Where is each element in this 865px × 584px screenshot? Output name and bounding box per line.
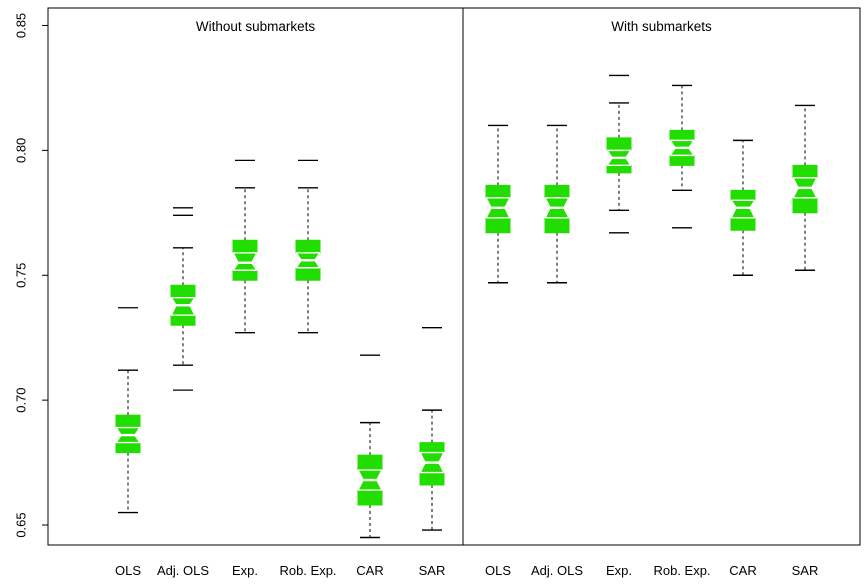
box: Adj. OLS — [531, 124, 583, 578]
x-tick-label: OLS — [485, 563, 511, 578]
box: Adj. OLS — [157, 207, 209, 578]
panel: With submarkets OLS Adj. OLS Exp. Rob. Exp. C… — [485, 19, 818, 578]
panel-title: Without submarkets — [196, 19, 316, 34]
x-tick-label: CAR — [729, 563, 756, 578]
box: OLS — [115, 307, 141, 578]
x-tick-label: OLS — [115, 563, 141, 578]
box: Rob. Exp. — [653, 84, 711, 578]
box: Exp. — [232, 159, 258, 578]
y-tick-label: 0.70 — [13, 387, 28, 412]
panel: Without submarkets OLS Adj. OLS Exp. Rob. Ex… — [115, 19, 445, 578]
y-tick-label: 0.85 — [13, 13, 28, 38]
y-tick-label: 0.80 — [13, 138, 28, 163]
box: Exp. — [606, 74, 632, 578]
x-tick-label: SAR — [792, 563, 819, 578]
y-tick-label: 0.65 — [13, 512, 28, 537]
plot-frame — [47, 7, 861, 546]
box: SAR — [419, 327, 446, 578]
x-tick-label: Adj. OLS — [157, 563, 209, 578]
y-tick-label: 0.75 — [13, 263, 28, 288]
panels: Without submarkets OLS Adj. OLS Exp. Rob. Ex… — [115, 19, 818, 578]
box: SAR — [792, 104, 819, 578]
panel-title: With submarkets — [611, 19, 712, 34]
y-axis: 0.65 0.70 0.75 0.80 0.85 — [13, 13, 48, 538]
x-tick-label: SAR — [419, 563, 446, 578]
box: CAR — [356, 354, 384, 578]
x-tick-label: Exp. — [232, 563, 258, 578]
box: OLS — [485, 124, 511, 578]
x-tick-label: Rob. Exp. — [279, 563, 336, 578]
x-tick-label: Rob. Exp. — [653, 563, 710, 578]
box: CAR — [729, 139, 757, 578]
x-tick-label: Adj. OLS — [531, 563, 583, 578]
x-tick-label: CAR — [356, 563, 383, 578]
x-tick-label: Exp. — [606, 563, 632, 578]
box: Rob. Exp. — [279, 159, 337, 578]
